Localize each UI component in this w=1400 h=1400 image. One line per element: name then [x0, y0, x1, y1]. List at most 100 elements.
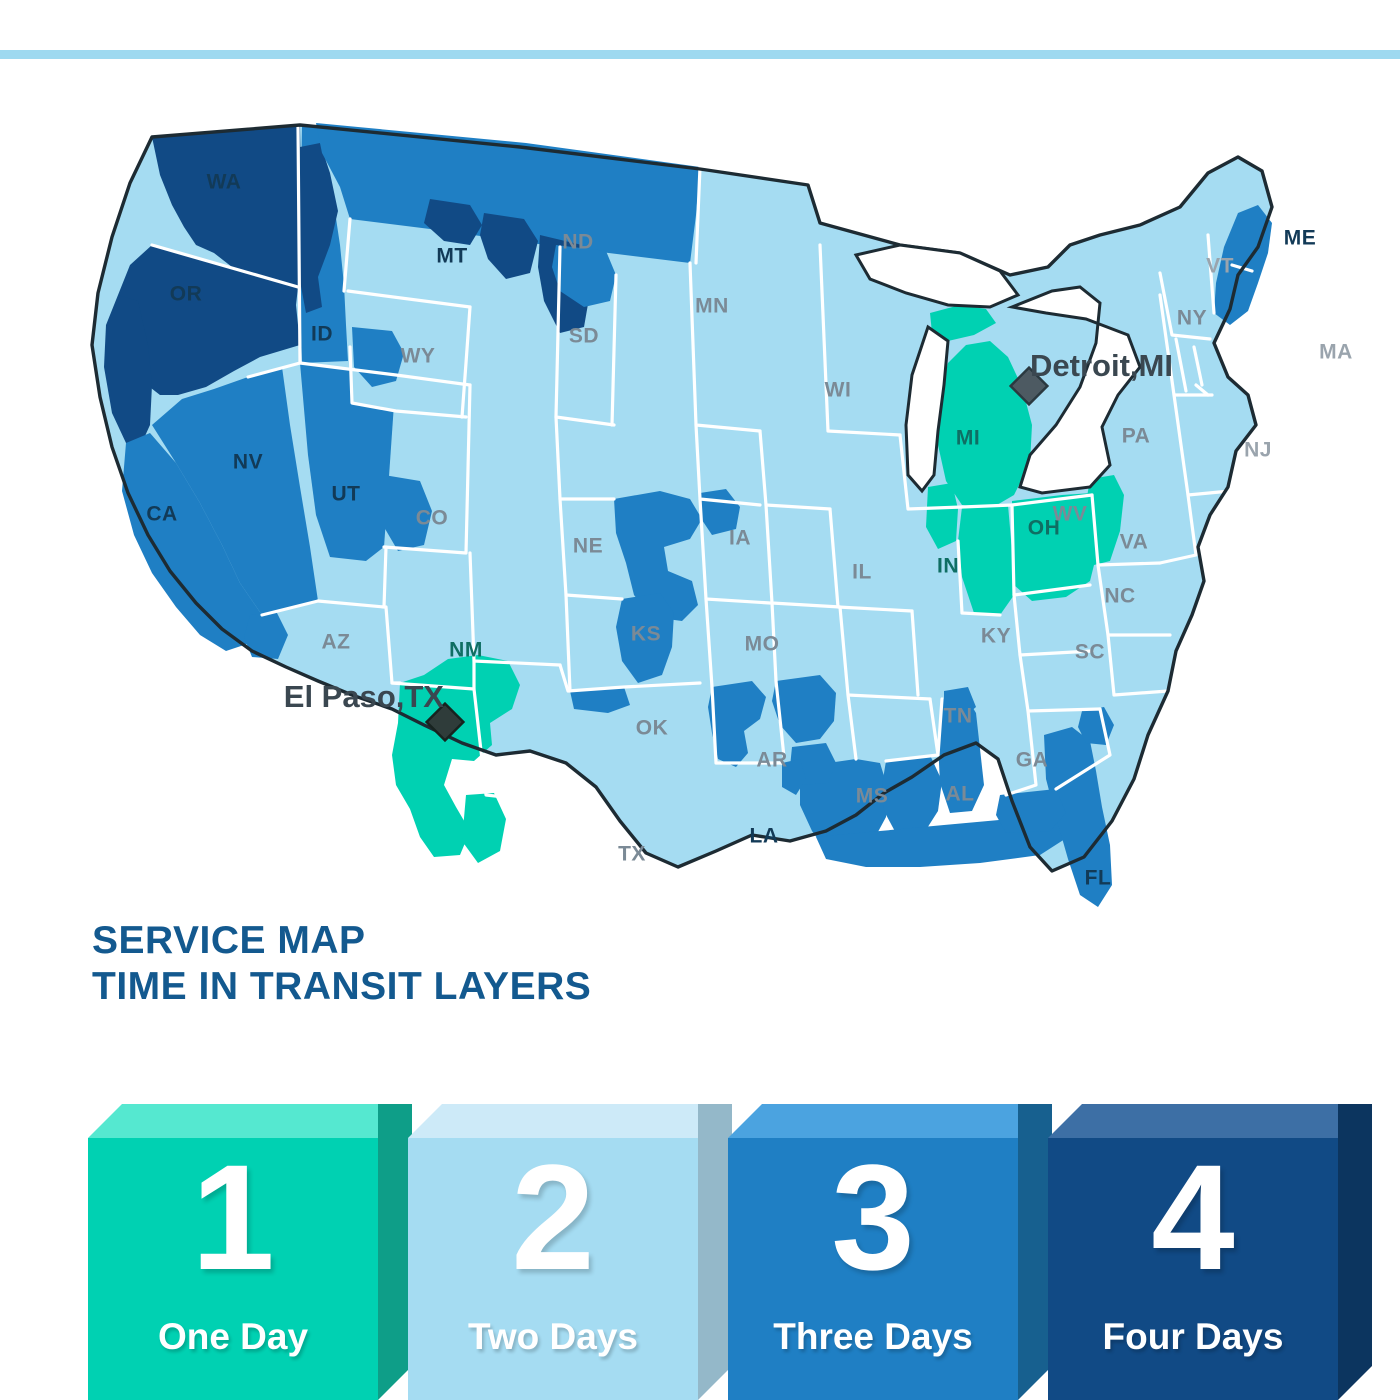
legend-number: 1	[191, 1133, 275, 1301]
zone-NM-1day	[392, 655, 520, 857]
legend-box-side	[1018, 1104, 1052, 1400]
country-outline	[90, 123, 1274, 873]
label-IL: IL	[852, 561, 872, 584]
zone-MT-4day-b	[480, 213, 538, 279]
service-map: WA OR ID MT NV UT CA WY CO AZ NM ND SD N…	[0, 95, 1400, 925]
legend-item-four-days[interactable]: 4 Four Days	[1048, 1104, 1338, 1400]
label-AL: AL	[946, 783, 975, 806]
label-NC: NC	[1104, 585, 1135, 608]
label-MS: MS	[856, 785, 889, 808]
label-WI: WI	[825, 379, 852, 402]
map-land	[90, 123, 1274, 907]
zone-UT-east	[384, 475, 432, 551]
state-MI-up	[930, 305, 996, 341]
label-GA: GA	[1016, 749, 1049, 772]
state-WA	[152, 125, 302, 291]
state-borders	[150, 123, 1254, 803]
zone-ID-4day	[300, 143, 338, 313]
label-FL: FL	[1085, 867, 1112, 890]
zone-OK-3day	[708, 681, 766, 767]
lake-michigan	[904, 324, 950, 494]
label-NE: NE	[573, 535, 603, 558]
state-UT	[300, 363, 396, 561]
zone-NE-3day	[614, 491, 702, 621]
label-MN: MN	[695, 295, 729, 318]
label-OR: OR	[170, 283, 203, 306]
legend-item-two-days[interactable]: 2 Two Days	[408, 1104, 698, 1400]
legend-box-top	[1048, 1104, 1338, 1138]
label-SD: SD	[569, 325, 599, 348]
label-SC: SC	[1075, 641, 1105, 664]
label-ME: ME	[1284, 227, 1317, 250]
legend-box-top	[408, 1104, 698, 1138]
zone-CA-south	[244, 611, 288, 659]
detroit-marker-icon	[1008, 365, 1050, 407]
label-NM: NM	[449, 639, 483, 662]
legend-label: Three Days	[773, 1316, 973, 1357]
label-OH: OH	[1028, 517, 1061, 540]
lake-huron-erie	[1006, 285, 1142, 495]
legend-box-side	[1338, 1104, 1372, 1400]
legend-box-side	[378, 1104, 412, 1400]
label-CA: CA	[146, 503, 177, 526]
label-LA: LA	[750, 825, 779, 848]
state-OR	[118, 245, 300, 395]
state-ME	[1214, 205, 1272, 325]
zone-NM-1day-b	[462, 793, 506, 863]
el-paso-marker-label: El Paso,TX	[284, 679, 445, 714]
legend-box-face	[728, 1138, 1018, 1400]
state-OH	[1012, 493, 1100, 601]
state-AL-zone	[938, 693, 984, 813]
label-MA: MA	[1319, 341, 1353, 364]
zone-TX-ne	[782, 759, 806, 795]
title-line-1: SERVICE MAP	[92, 919, 366, 962]
state-NV	[152, 367, 318, 615]
zone-ND-3day	[552, 245, 616, 307]
state-WY	[348, 291, 470, 417]
label-ID: ID	[311, 323, 333, 346]
lake-superior	[853, 243, 1021, 309]
label-UT: UT	[332, 483, 361, 506]
label-NY: NY	[1177, 307, 1207, 330]
label-OK: OK	[636, 717, 669, 740]
label-CO: CO	[416, 507, 449, 530]
title-line-2: TIME IN TRANSIT LAYERS	[92, 965, 592, 1009]
map-svg: WA OR ID MT NV UT CA WY CO AZ NM ND SD N…	[90, 123, 1353, 907]
state-CA	[122, 433, 262, 651]
state-labels: WA OR ID MT NV UT CA WY CO AZ NM ND SD N…	[146, 171, 1353, 890]
legend-item-one-day[interactable]: 1 One Day	[88, 1104, 378, 1400]
zone-MS-south	[882, 755, 942, 837]
label-KY: KY	[981, 625, 1011, 648]
label-VT: VT	[1206, 255, 1234, 278]
state-MI	[938, 341, 1032, 509]
legend-box-face	[88, 1138, 378, 1400]
label-MT: MT	[436, 245, 467, 268]
label-NJ: NJ	[1244, 439, 1272, 462]
legend-box-face	[1048, 1138, 1338, 1400]
zone-KS-3day-b	[570, 687, 630, 713]
legend-item-three-days[interactable]: 3 Three Days	[728, 1104, 1018, 1400]
legend-label: Two Days	[468, 1316, 638, 1357]
legend-box-top	[728, 1104, 1018, 1138]
label-WY: WY	[401, 345, 436, 368]
legend-label: One Day	[157, 1316, 309, 1357]
label-IN: IN	[937, 555, 959, 578]
zone-FL-GA	[996, 789, 1066, 833]
el-paso-marker-icon	[424, 701, 466, 743]
page-title: SERVICE MAP TIME IN TRANSIT LAYERS	[92, 918, 591, 1010]
label-NV: NV	[233, 451, 263, 474]
state-OR-coast	[104, 295, 152, 447]
label-MI: MI	[956, 427, 980, 450]
legend-number: 4	[1151, 1133, 1235, 1301]
label-PA: PA	[1122, 425, 1151, 448]
legend-box-side	[698, 1104, 732, 1400]
legend-box-face	[408, 1138, 698, 1400]
label-TX: TX	[618, 843, 646, 866]
zone-MT-4day-a	[424, 199, 482, 245]
label-IA: IA	[729, 527, 751, 550]
label-WV: WV	[1053, 503, 1088, 526]
city-markers: Detroit,MI El Paso,TX	[284, 348, 1173, 743]
label-MO: MO	[745, 633, 780, 656]
legend-box-top	[88, 1104, 378, 1138]
legend-number: 3	[831, 1133, 915, 1301]
